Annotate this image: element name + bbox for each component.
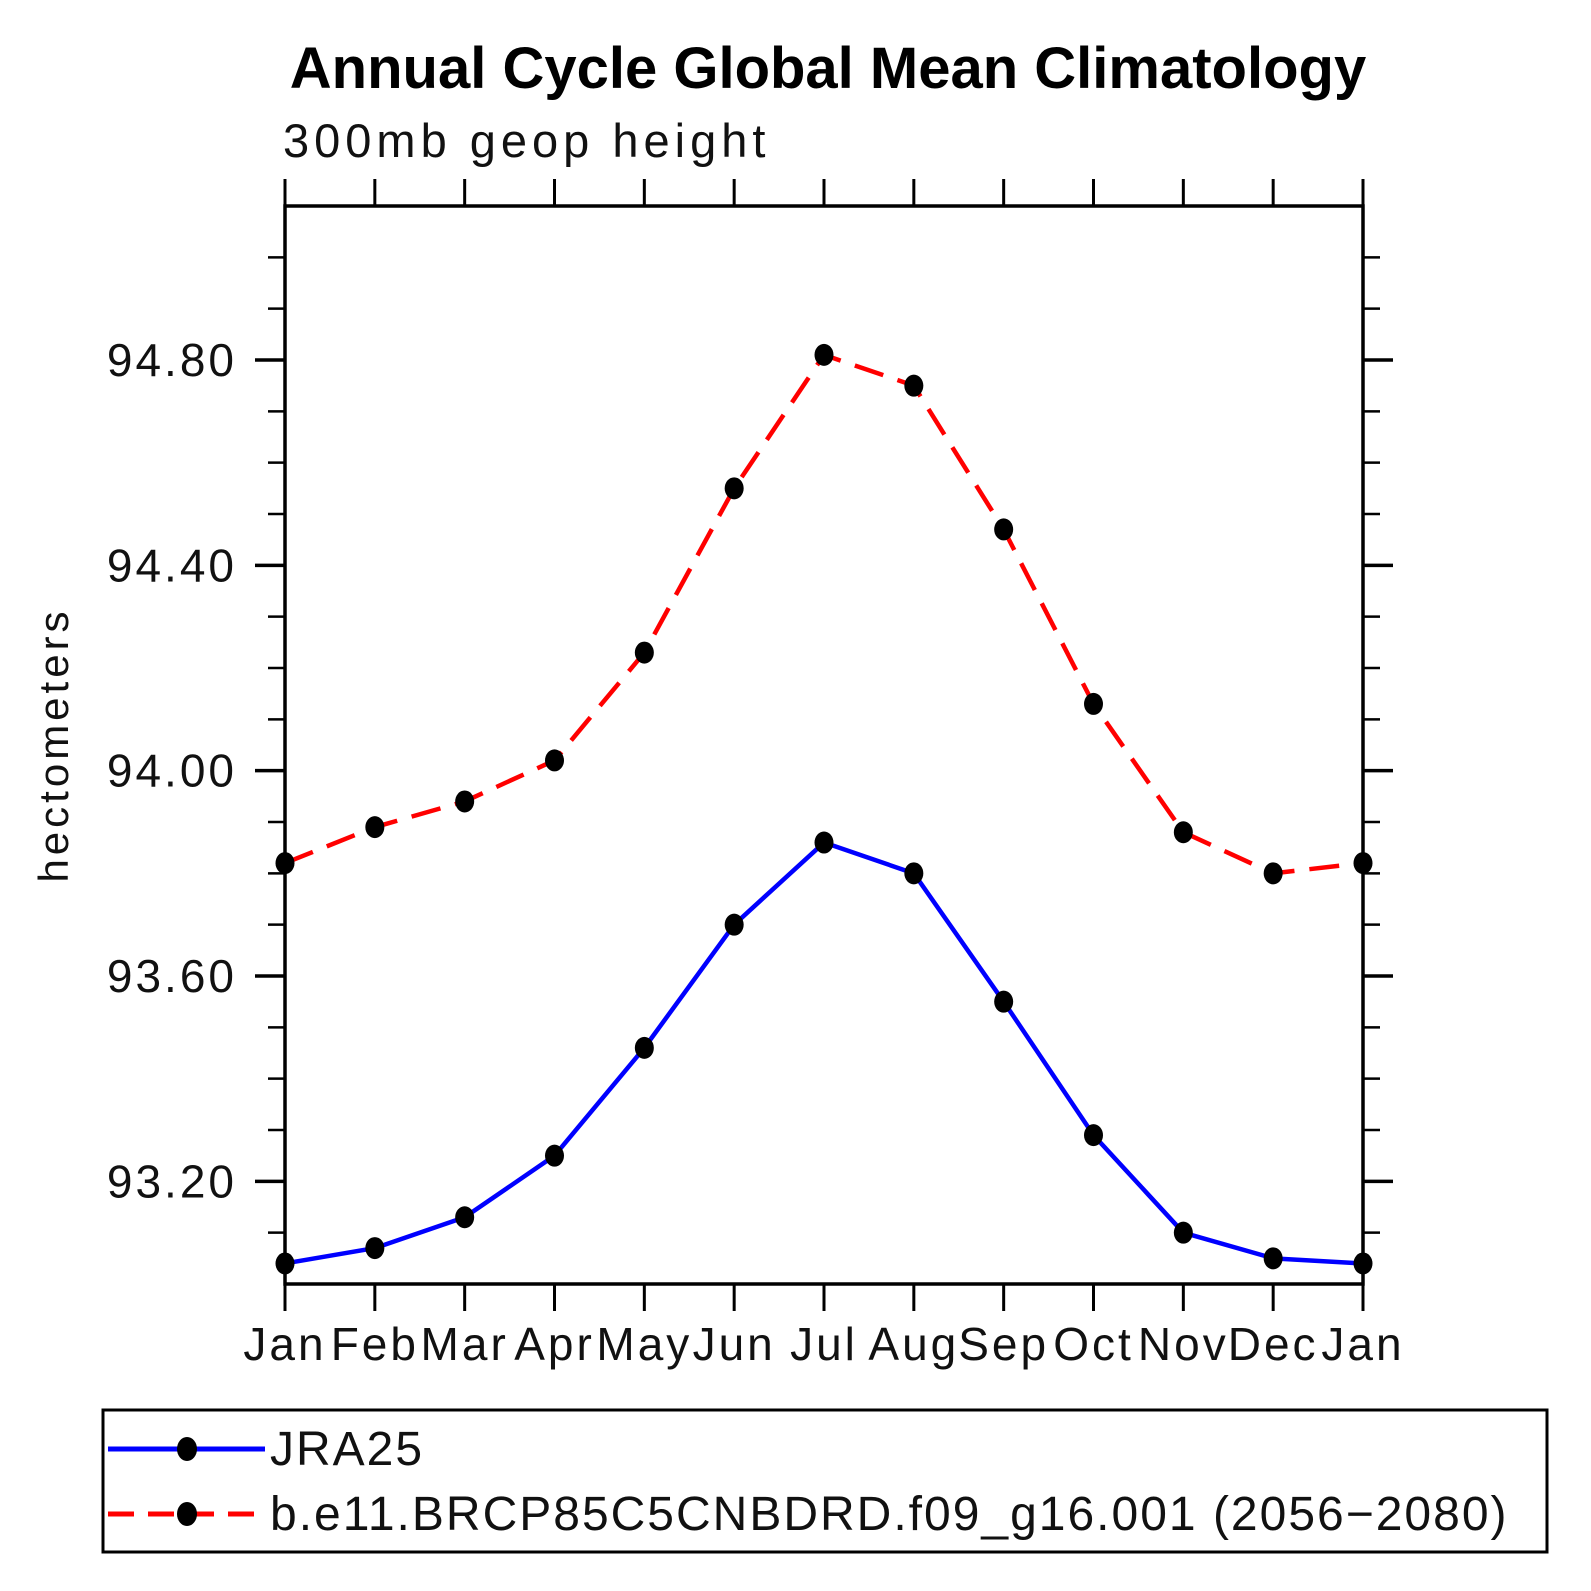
data-point-marker [1173, 821, 1193, 844]
axis-ticks [255, 179, 1393, 1311]
y-tick-label: 93.60 [107, 950, 237, 1002]
x-tick-label: Jun [693, 1318, 776, 1370]
data-point-marker [275, 1252, 295, 1275]
y-tick-label: 94.00 [107, 745, 237, 797]
data-point-marker [634, 1036, 654, 1059]
y-tick-label: 93.20 [107, 1155, 237, 1207]
data-point-marker [1263, 862, 1283, 885]
y-tick-label: 94.40 [107, 539, 237, 591]
data-point-marker [365, 816, 385, 839]
data-point-marker [1263, 1247, 1283, 1270]
data-point-marker [1084, 692, 1103, 715]
legend-label-jra25: JRA25 [270, 1423, 424, 1476]
data-point-marker [994, 990, 1014, 1013]
data-point-marker [814, 343, 834, 366]
data-point-marker [545, 1144, 564, 1167]
x-tick-label: Feb [331, 1318, 419, 1370]
data-point-marker [455, 790, 475, 813]
plot-border [283, 204, 1365, 1286]
data-point-marker [1084, 1124, 1103, 1147]
x-tick-label: May [596, 1318, 692, 1370]
data-point-marker [724, 913, 744, 936]
data-point-marker [724, 477, 744, 500]
x-tick-label: Jul [790, 1318, 858, 1370]
data-point-marker [814, 831, 834, 854]
x-tick-label: Dec [1228, 1318, 1319, 1370]
data-point-marker [1353, 852, 1373, 875]
legend-label-model: b.e11.BRCP85C5CNBDRD.f09_g16.001 (2056−2… [270, 1488, 1509, 1541]
x-tick-label: Jan [1321, 1318, 1404, 1370]
series-line-b-e11-brcp85c5cnbdrd-f09 [284, 352, 1364, 876]
y-tick-label: 94.80 [107, 334, 237, 386]
series-line-jra25 [284, 840, 1364, 1266]
legend-marker-circle-jra25 [177, 1437, 197, 1461]
legend-box [101, 1408, 1549, 1554]
chart-subtitle: 300mb geop height [283, 114, 770, 167]
data-point-marker [1173, 1221, 1193, 1244]
x-tick-label: Mar [421, 1318, 509, 1370]
x-tick-label: Sep [958, 1318, 1049, 1370]
legend: JRA25 b.e11.BRCP85C5CNBDRD.f09_g16.001 (… [101, 1408, 1549, 1554]
x-tick-label: Aug [868, 1318, 959, 1370]
data-point-marker [994, 518, 1014, 541]
data-point-marker [545, 749, 564, 772]
x-tick-label: Jan [243, 1318, 326, 1370]
data-point-marker [904, 862, 924, 885]
x-tick-label: Nov [1138, 1318, 1229, 1370]
legend-marker-circle-model [177, 1502, 197, 1526]
data-point-marker [904, 374, 924, 397]
y-axis-label: hectometers [30, 607, 77, 882]
data-point-marker [275, 852, 295, 875]
x-tick-label: Apr [514, 1318, 595, 1370]
data-point-marker [634, 641, 654, 664]
data-series [275, 343, 1373, 1275]
data-point-marker [455, 1206, 475, 1229]
chart-title: Annual Cycle Global Mean Climatology [290, 36, 1366, 101]
data-point-marker [1353, 1252, 1373, 1275]
data-point-marker [365, 1237, 385, 1260]
x-tick-label: Oct [1053, 1318, 1134, 1370]
